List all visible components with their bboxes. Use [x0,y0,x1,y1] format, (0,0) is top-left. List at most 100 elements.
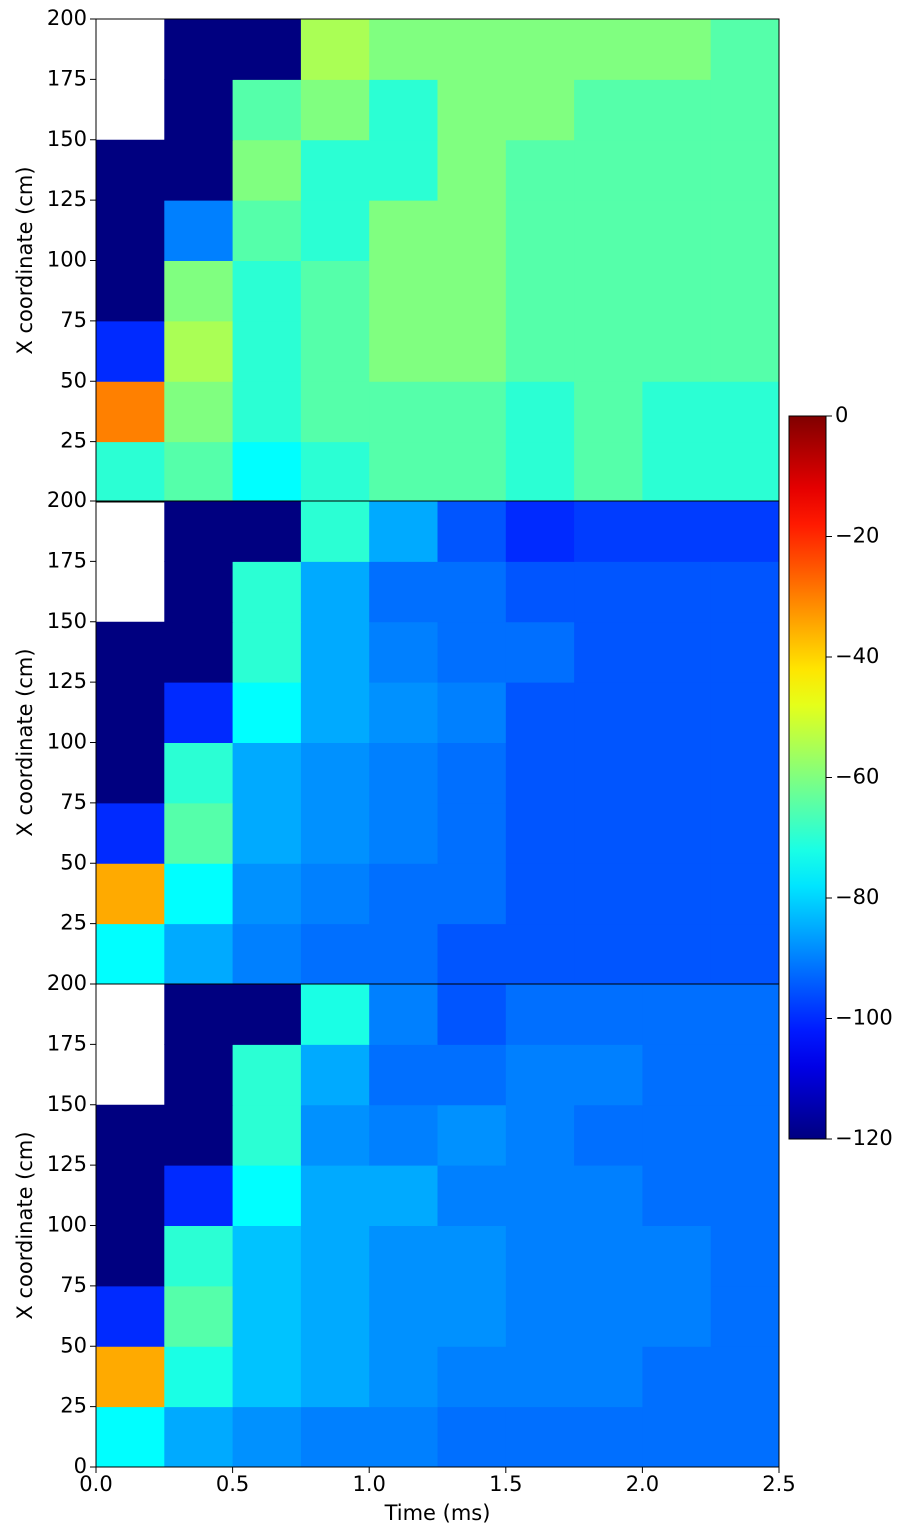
heatmap-cell [164,863,234,925]
heatmap-cell [164,802,234,864]
y-tick-label: 75 [60,790,87,814]
y-tick-label: 25 [60,429,87,453]
heatmap-cell [164,682,234,743]
heatmap-cell [574,1225,643,1287]
heatmap-cell [164,561,234,623]
heatmap-cell [642,682,712,743]
heatmap [96,19,779,502]
heatmap-cell [710,19,779,80]
y-tick-label: 200 [47,488,87,512]
heatmap-cell [505,320,575,382]
y-tick-label: 175 [47,548,87,572]
heatmap-cell [642,802,712,864]
heatmap-cell [505,381,575,443]
heatmap-cell [642,1346,712,1408]
colorbar [788,415,827,1140]
heatmap-cell [96,320,165,382]
heatmap-cell [710,441,779,502]
heatmap-cell [642,984,712,1045]
heatmap-cell [300,682,370,743]
heatmap-cell [710,1346,779,1408]
heatmap-cell [232,320,302,382]
y-axis-label: X coordinate (cm) [13,166,37,354]
x-tick-label: 2.0 [626,1472,659,1496]
heatmap-cell [369,1044,438,1106]
heatmap-cell [232,441,302,502]
heatmap-cell [437,320,507,382]
heatmap-cell [710,1044,779,1106]
heatmap-cell [164,1285,234,1347]
heatmap-cell [437,984,507,1045]
heatmap-cell [300,1346,370,1408]
heatmap-cell [164,501,234,562]
heatmap-cell [232,1285,302,1347]
heatmap-cell [232,742,302,804]
heatmap-cell [96,381,165,443]
x-tick-label: 1.0 [352,1472,385,1496]
y-tick-label: 200 [47,6,87,30]
heatmap-cell [642,1044,712,1106]
heatmap-cell [574,139,643,201]
heatmap-cell [574,1285,643,1347]
heatmap-cell [232,1225,302,1287]
heatmap-cell [164,1346,234,1408]
heatmap-cell [369,802,438,864]
heatmap-cell [642,863,712,925]
x-axis-label: Time (ms) [384,1501,491,1525]
heatmap-cell [369,260,438,322]
heatmap-cell [642,742,712,804]
heatmap-cell [574,1104,643,1166]
heatmap-cell [300,1285,370,1347]
colorbar-tick-label: −60 [835,765,879,789]
heatmap-cell [232,200,302,261]
heatmap-cell [710,1225,779,1287]
heatmap-cell [505,621,575,683]
heatmap-cell [369,1285,438,1347]
heatmap-cell [164,1165,234,1226]
heatmap-cell [300,441,370,502]
heatmap-cell [300,1225,370,1287]
heatmap-cell [164,320,234,382]
heatmap-cell [505,1165,575,1226]
y-tick-label: 100 [47,730,87,754]
y-tick-label: 50 [60,850,87,874]
heatmap-cell [232,1346,302,1408]
heatmap-cell [164,742,234,804]
heatmap-cell [164,200,234,261]
y-tick-label: 150 [47,127,87,151]
heatmap-cell [505,79,575,141]
heatmap-cell [369,682,438,743]
heatmap-cell [437,1104,507,1166]
heatmap-cell [437,441,507,502]
heatmap-cell [300,1165,370,1226]
colorbar-tick-label: 0 [835,403,848,427]
heatmap-cell [710,682,779,743]
heatmap-cell [96,1165,165,1226]
heatmap-cell [574,320,643,382]
heatmap-cell [232,1044,302,1106]
x-tick-label: 0.0 [79,1472,112,1496]
heatmap-cell [164,1406,234,1467]
heatmap-cell [96,1406,165,1467]
heatmap-cell [505,501,575,562]
x-tick-label: 1.5 [489,1472,522,1496]
y-tick-label: 200 [47,971,87,995]
heatmap-cell [574,441,643,502]
heatmap-cell [369,863,438,925]
heatmap-cell [710,320,779,382]
heatmap-cell [574,19,643,80]
heatmap-cell [437,501,507,562]
heatmap-cell [505,441,575,502]
y-tick-label: 50 [60,1333,87,1357]
heatmap-cell [369,441,438,502]
heatmap-cell [232,19,302,80]
heatmap-cell [232,621,302,683]
heatmap-cell [164,79,234,141]
heatmap-cell [710,561,779,623]
heatmap-cell [96,139,165,201]
heatmap-cell [437,1346,507,1408]
heatmap-cell [642,260,712,322]
y-tick-label: 175 [47,66,87,90]
heatmap-cell [232,139,302,201]
x-tick-label: 2.5 [762,1472,795,1496]
